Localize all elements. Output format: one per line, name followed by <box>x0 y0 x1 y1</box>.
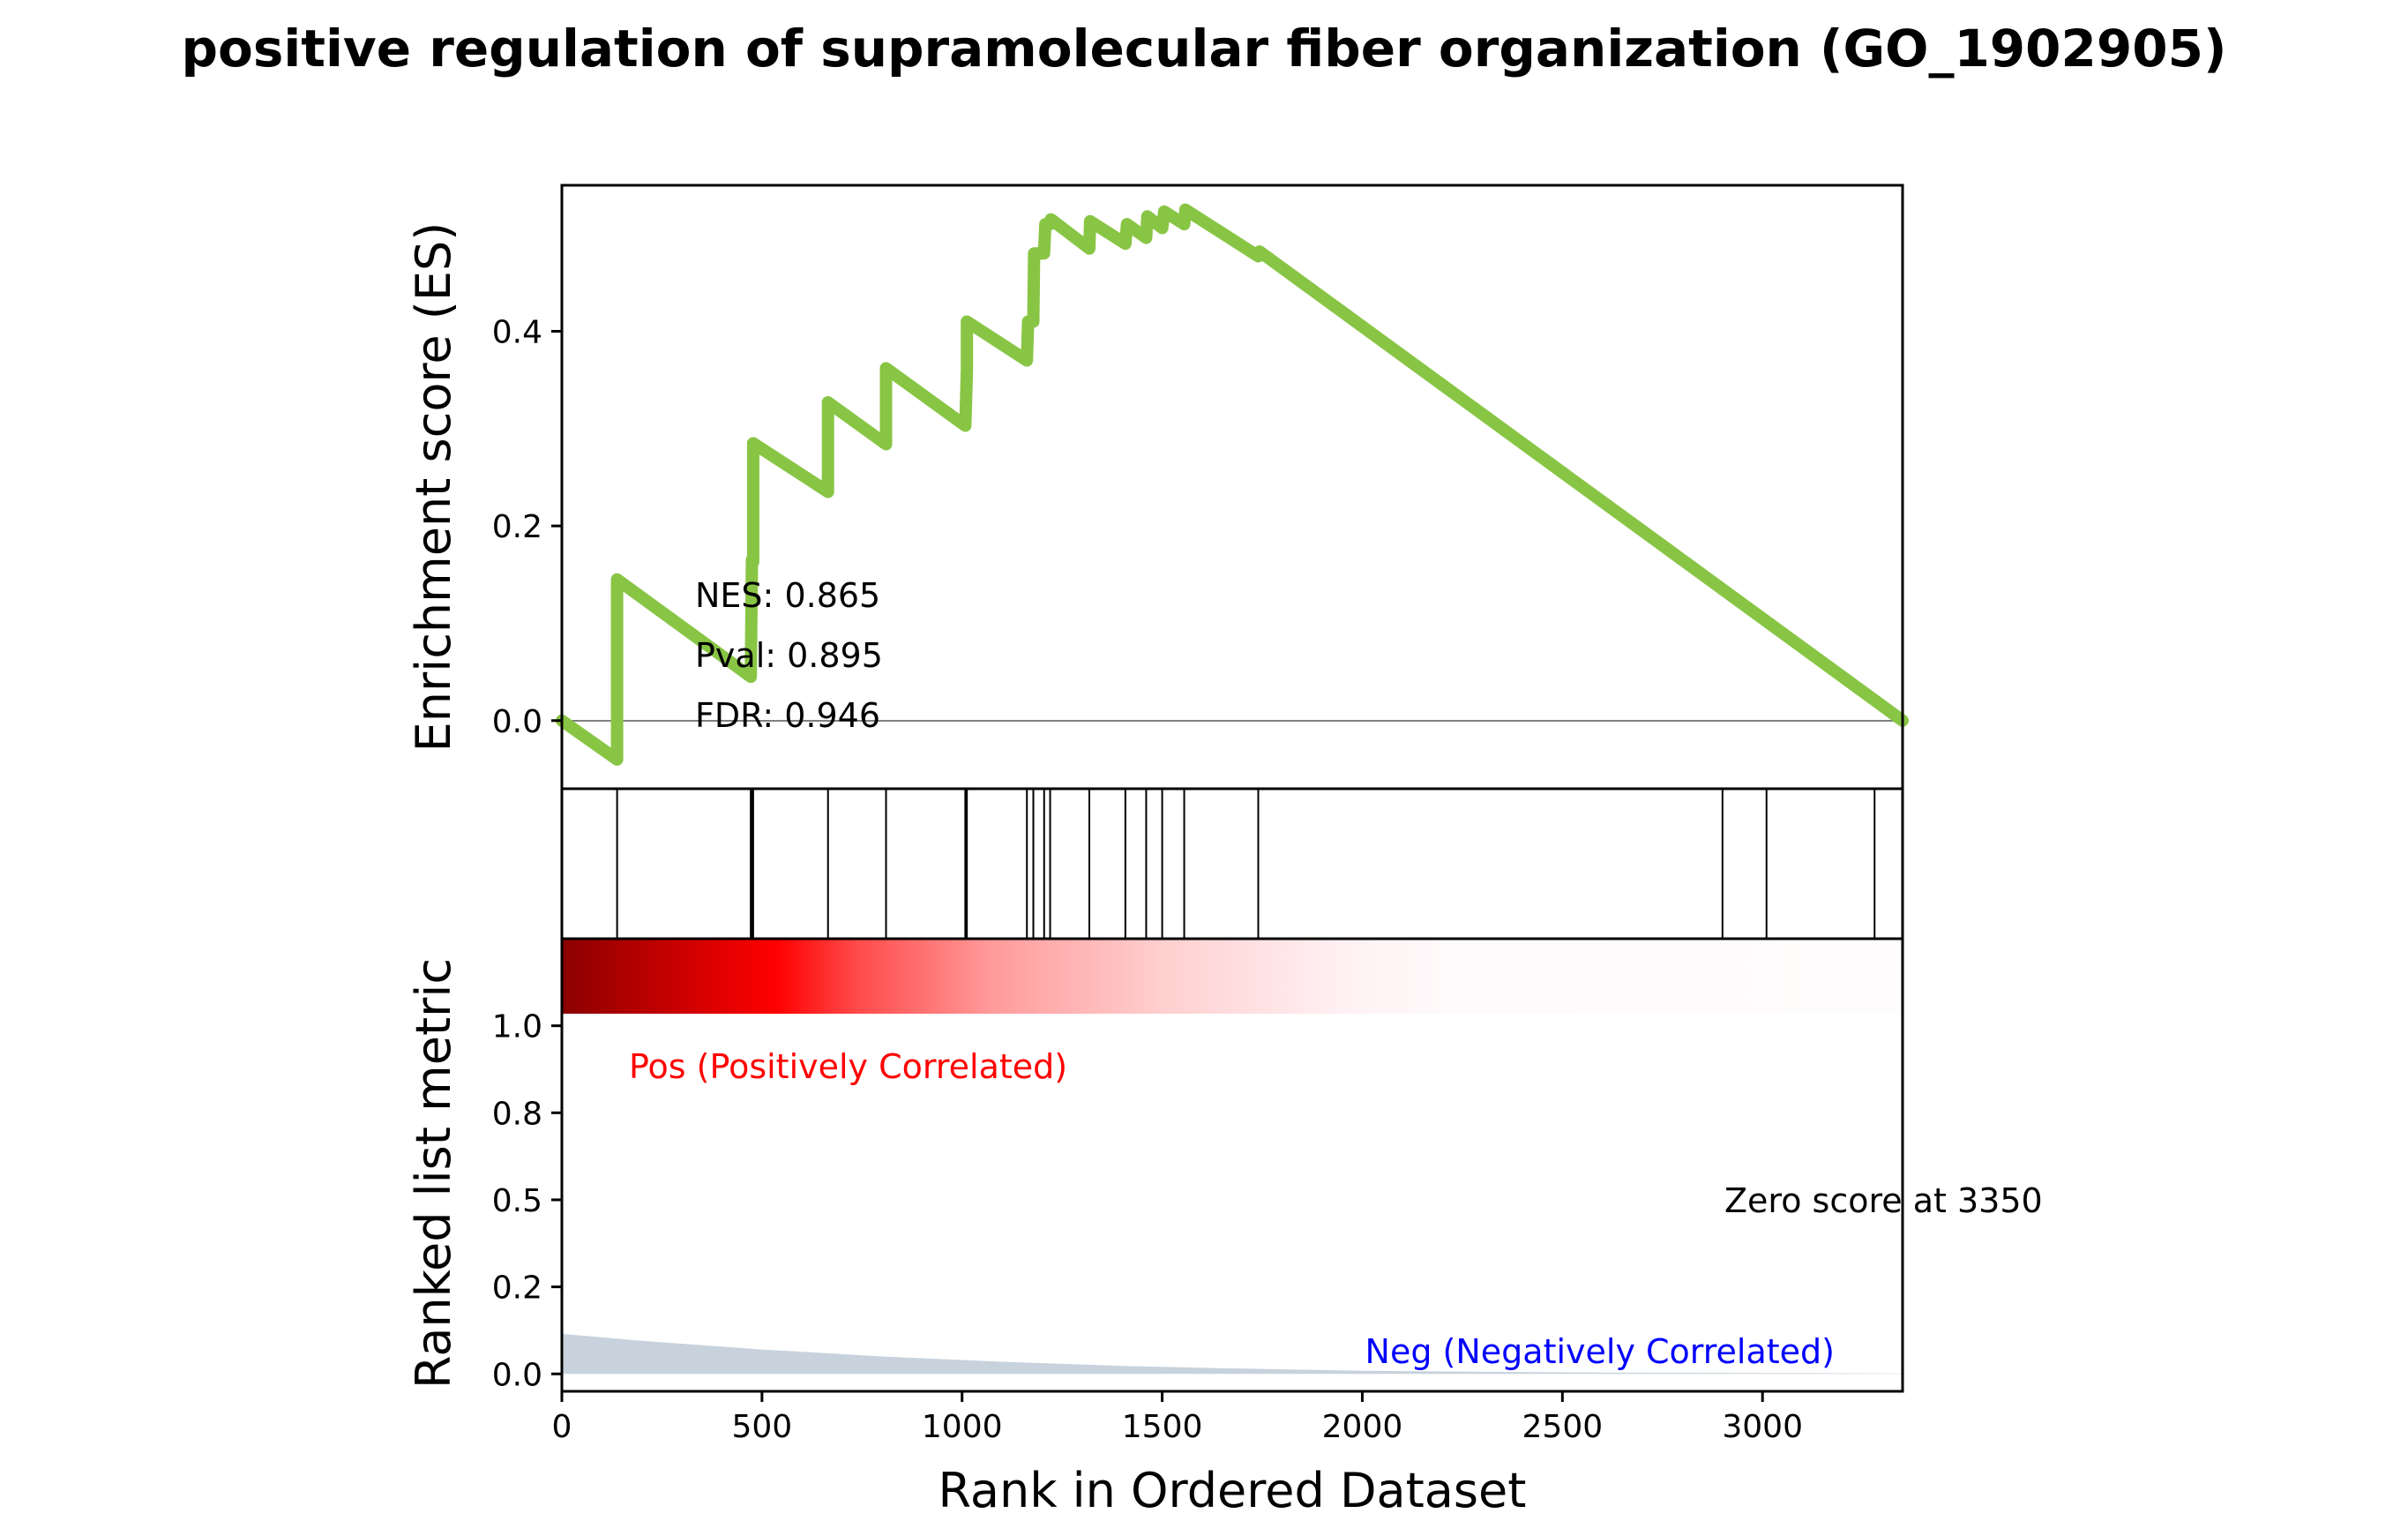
neg-label: Neg (Negatively Correlated) <box>1365 1332 1835 1371</box>
hit-lines <box>616 789 1876 939</box>
metric-area <box>562 1333 1903 1375</box>
es-y-tick-label: 0.2 <box>492 509 542 545</box>
zero-score-label: Zero score at 3350 <box>1724 1181 2043 1220</box>
es-panel: 0.0 0.2 0.4 NES: 0.865 Pval: 0.895 FDR: 0.… <box>406 184 1909 790</box>
es-y-ticks: 0.0 0.2 0.4 <box>492 314 562 740</box>
x-tick-label: 1000 <box>922 1409 1003 1445</box>
metric-y-tick-label: 0.2 <box>492 1270 542 1307</box>
es-annotation-fdr: FDR: 0.946 <box>695 696 880 735</box>
metric-heatmap-bar <box>562 939 1903 1014</box>
es-curve <box>556 203 1909 766</box>
es-annotation-nes: NES: 0.865 <box>695 576 880 615</box>
x-tick-label: 2000 <box>1322 1409 1403 1445</box>
hits-panel-frame <box>560 787 1904 940</box>
es-y-tick-label: 0.4 <box>492 314 542 350</box>
metric-y-tick-label: 0.8 <box>492 1096 542 1132</box>
x-tick-label: 0 <box>552 1409 572 1445</box>
x-tick-label: 500 <box>732 1409 793 1445</box>
es-annotation-pval: Pval: 0.895 <box>695 636 883 675</box>
metric-panel: 0.0 0.2 0.5 0.8 1.0 Pos (Positively Correlat… <box>406 937 2043 1393</box>
pos-label: Pos (Positively Correlated) <box>629 1047 1067 1086</box>
es-y-axis-label: Enrichment score (ES) <box>406 222 461 753</box>
x-tick-label: 1500 <box>1122 1409 1203 1445</box>
metric-y-tick-label: 1.0 <box>492 1009 542 1045</box>
hits-panel <box>560 787 1904 940</box>
chart-title: positive regulation of supramolecular fi… <box>182 19 2227 79</box>
metric-y-tick-label: 0.0 <box>492 1357 542 1393</box>
metric-y-axis-label: Ranked list metric <box>406 958 461 1389</box>
x-axis-ticks: 0 500 1000 1500 2000 2500 3000 <box>552 1391 1803 1445</box>
es-y-tick-label: 0.0 <box>492 704 542 740</box>
metric-y-tick-label: 0.5 <box>492 1183 542 1219</box>
x-axis-label: Rank in Ordered Dataset <box>939 1463 1527 1518</box>
x-tick-label: 2500 <box>1522 1409 1604 1445</box>
metric-panel-frame <box>560 937 1904 1393</box>
metric-y-ticks: 0.0 0.2 0.5 0.8 1.0 <box>492 1009 562 1393</box>
x-tick-label: 3000 <box>1722 1409 1803 1445</box>
